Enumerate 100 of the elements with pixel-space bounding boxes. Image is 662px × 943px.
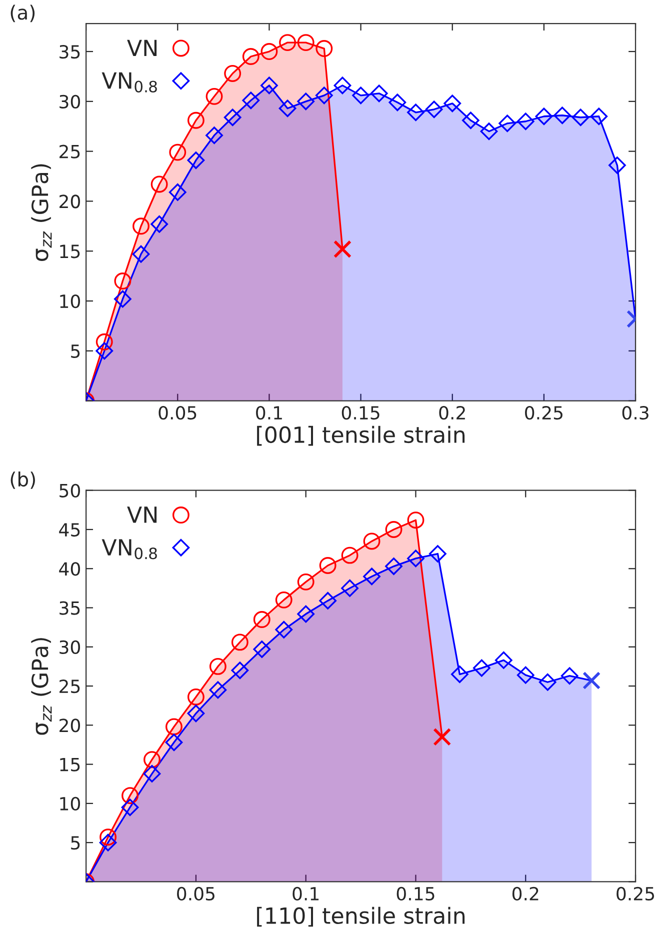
point bbox=[516, 112, 534, 130]
point bbox=[407, 104, 424, 122]
point bbox=[582, 672, 601, 690]
point bbox=[341, 546, 358, 564]
point bbox=[275, 620, 293, 638]
y-tick-label: 5 bbox=[71, 344, 80, 358]
point bbox=[363, 568, 380, 586]
y-axis-title: σ$_{zz}$ (GPa) bbox=[31, 164, 52, 261]
point bbox=[231, 662, 249, 680]
legend-label: VN$_{0.8}$ bbox=[102, 72, 157, 92]
point bbox=[209, 658, 226, 675]
y-tick-label: 30 bbox=[60, 94, 80, 109]
point bbox=[166, 718, 182, 736]
point bbox=[132, 245, 150, 263]
x-tick-label: 0.2 bbox=[512, 886, 538, 901]
point bbox=[224, 108, 242, 126]
point bbox=[260, 43, 278, 60]
point bbox=[538, 673, 556, 691]
point bbox=[297, 92, 315, 110]
point bbox=[370, 84, 388, 102]
point bbox=[187, 704, 205, 722]
point bbox=[224, 64, 242, 82]
y-tick-label: 35 bbox=[60, 44, 80, 59]
y-tick-label: 15 bbox=[60, 244, 80, 258]
point bbox=[121, 798, 139, 816]
point bbox=[535, 108, 553, 126]
y-tick-label: 25 bbox=[60, 144, 80, 158]
point bbox=[242, 92, 260, 110]
legend-label: VN bbox=[127, 40, 157, 56]
point bbox=[319, 592, 337, 610]
point bbox=[433, 728, 452, 746]
point bbox=[187, 112, 204, 129]
point bbox=[165, 734, 183, 752]
point bbox=[231, 634, 248, 651]
y-tick-label: 30 bbox=[60, 640, 80, 654]
legend-label: VN$_{0.8}$ bbox=[102, 539, 157, 560]
point bbox=[315, 86, 333, 104]
point bbox=[319, 557, 336, 574]
y-tick-label: 15 bbox=[60, 758, 80, 772]
point bbox=[169, 144, 186, 161]
point bbox=[462, 112, 480, 130]
x-tick-label: 0.3 bbox=[622, 406, 648, 420]
point bbox=[132, 218, 150, 235]
y-tick-label: 10 bbox=[60, 796, 80, 811]
point bbox=[253, 640, 271, 658]
point bbox=[187, 688, 204, 706]
point bbox=[516, 666, 534, 684]
point bbox=[150, 215, 168, 233]
point bbox=[560, 667, 578, 685]
y-tick-label: 10 bbox=[60, 294, 80, 308]
y-tick-label: 40 bbox=[59, 562, 80, 576]
y-tick-label: 35 bbox=[60, 601, 80, 615]
point bbox=[143, 765, 161, 782]
y-tick-label: 20 bbox=[60, 194, 80, 208]
point bbox=[385, 521, 402, 538]
x-tick-label: 0.1 bbox=[256, 406, 282, 420]
point bbox=[572, 108, 590, 126]
point bbox=[122, 787, 138, 804]
point bbox=[253, 611, 270, 628]
point bbox=[341, 580, 358, 597]
point bbox=[206, 126, 223, 144]
chart-title: (b) bbox=[10, 472, 35, 489]
x-tick-label: 0.25 bbox=[525, 406, 562, 420]
y-axis-title: σ$_{zz}$ (GPa) bbox=[31, 638, 52, 735]
point bbox=[209, 681, 227, 699]
point bbox=[608, 156, 626, 174]
point bbox=[363, 532, 380, 550]
point bbox=[451, 666, 468, 683]
y-tick-label: 25 bbox=[60, 679, 80, 694]
y-tick-label: 50 bbox=[60, 484, 80, 498]
point bbox=[494, 652, 512, 669]
point bbox=[96, 342, 114, 360]
chart-title: (a) bbox=[10, 4, 35, 22]
point bbox=[279, 34, 296, 52]
x-axis-title: [001] tensile strain bbox=[257, 426, 465, 446]
y-tick-label: 5 bbox=[71, 836, 80, 850]
x-tick-label: 0.05 bbox=[177, 886, 214, 901]
legend-label: VN bbox=[127, 506, 157, 523]
point bbox=[590, 108, 608, 126]
point bbox=[498, 114, 516, 132]
point bbox=[260, 76, 278, 94]
point bbox=[100, 828, 117, 846]
point bbox=[297, 573, 314, 590]
point bbox=[480, 122, 498, 140]
point bbox=[333, 240, 352, 258]
point bbox=[385, 558, 402, 575]
point bbox=[297, 605, 315, 623]
y-tick-label: 20 bbox=[60, 718, 80, 732]
point bbox=[352, 86, 370, 104]
point bbox=[114, 290, 132, 308]
point bbox=[429, 545, 446, 562]
point bbox=[554, 106, 571, 124]
x-tick-label: 0.2 bbox=[439, 406, 465, 420]
y-tick-label: 45 bbox=[59, 523, 80, 537]
point bbox=[444, 94, 462, 112]
point bbox=[425, 100, 443, 118]
point bbox=[144, 751, 160, 768]
x-axis-title: [110] tensile strain bbox=[257, 906, 465, 927]
point bbox=[150, 176, 168, 193]
point bbox=[99, 834, 117, 852]
